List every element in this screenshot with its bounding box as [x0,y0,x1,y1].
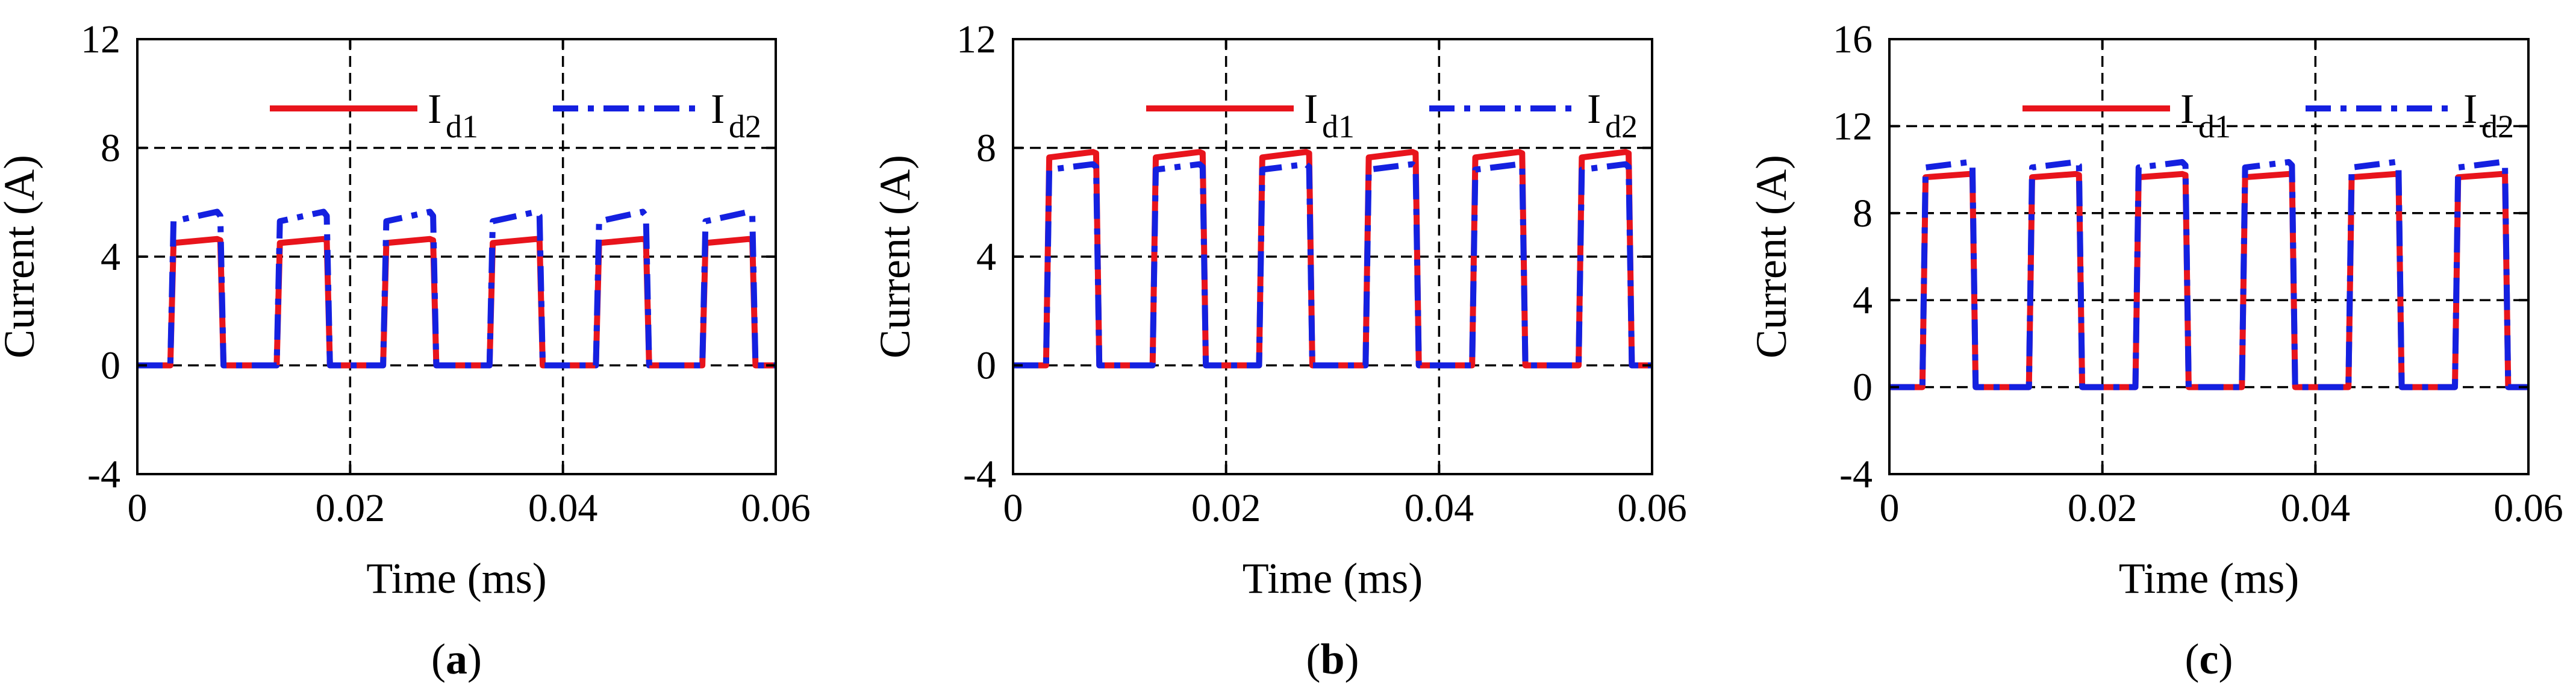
y-axis-label: Current (A) [871,155,919,358]
x-tick-label: 0.02 [1191,486,1261,530]
y-tick-label: 12 [956,17,996,61]
legend-label: I [1304,86,1318,133]
x-tick-label: 0 [1003,486,1023,530]
series-line-d2 [1013,161,1652,369]
series-line-d2 [1889,159,2528,390]
panel-caption: (b) [1306,635,1359,683]
y-tick-label: 12 [81,17,120,61]
caption-open: ( [2185,635,2200,683]
x-tick-label: 0 [128,486,148,530]
x-tick-label: 0.04 [1405,486,1474,530]
y-tick-label: 16 [1833,17,1873,61]
legend-subscript: d1 [446,108,478,145]
y-tick-label: 4 [101,235,120,279]
series-line-d1 [137,236,776,369]
legend-subscript: d2 [729,108,761,145]
x-axis-label: Time (ms) [366,554,546,602]
x-tick-label: 0.06 [741,486,811,530]
y-tick-label: 0 [101,344,120,388]
x-tick-label: 0.02 [316,486,385,530]
legend-label: I [2180,86,2194,133]
caption-close: ) [2218,635,2233,683]
caption-close: ) [467,635,482,683]
y-axis-label: Current (A) [0,155,43,358]
caption-open: ( [431,635,446,683]
caption-letter: a [446,635,467,683]
legend-label: I [2463,86,2477,133]
legend-subscript: d2 [2481,108,2514,145]
y-tick-label: 0 [1853,366,1873,410]
caption-open: ( [1306,635,1320,683]
plot-area [1889,39,2528,474]
y-tick-label: -4 [87,452,120,496]
panel-caption: (c) [2185,635,2233,683]
legend-subscript: d1 [1322,108,1355,145]
legend-label: I [711,86,725,133]
caption-close: ) [1345,635,1359,683]
y-tick-label: 0 [976,344,996,388]
y-tick-label: -4 [963,452,996,496]
panel-caption: (a) [431,635,482,683]
x-tick-label: 0.04 [2281,486,2351,530]
axis-box [1888,38,2530,475]
x-tick-label: 0.02 [2068,486,2138,530]
x-tick-label: 0.06 [2493,486,2563,530]
x-axis-label: Time (ms) [2119,554,2299,602]
legend-subscript: d2 [1605,108,1638,145]
caption-letter: c [2200,635,2219,683]
legend-label: I [1587,86,1601,133]
legend-label: I [428,86,441,133]
x-tick-label: 0.04 [528,486,598,530]
y-tick-label: 8 [976,127,996,170]
y-axis-label: Current (A) [1747,155,1795,358]
series-group [137,208,776,369]
series-group [1889,159,2528,390]
series-group [1013,149,1652,369]
x-tick-label: 0 [1880,486,1900,530]
caption-letter: b [1320,635,1344,683]
y-tick-label: 4 [1853,278,1873,322]
y-tick-label: 8 [101,127,120,170]
x-tick-label: 0.06 [1617,486,1687,530]
y-tick-label: -4 [1839,452,1873,496]
y-tick-label: 12 [1833,104,1873,148]
y-tick-label: 4 [976,235,996,279]
legend-subscript: d1 [2198,108,2231,145]
y-tick-label: 8 [1853,192,1873,236]
x-axis-label: Time (ms) [1243,554,1423,602]
